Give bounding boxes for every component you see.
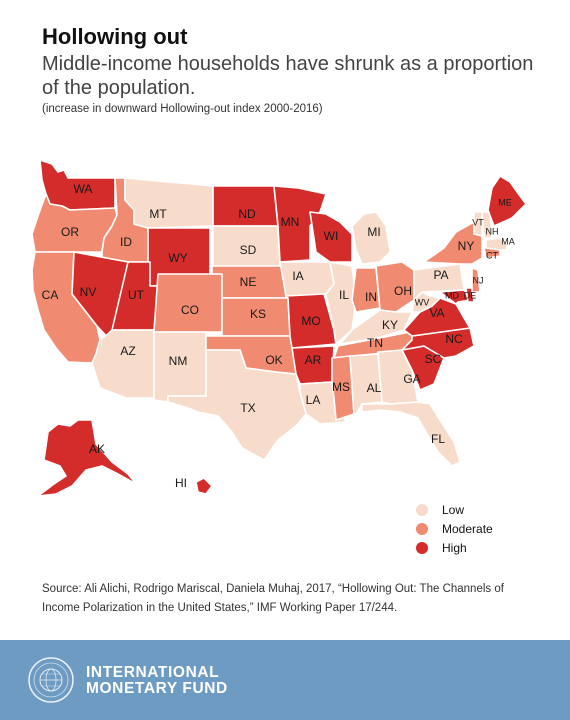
state-mo <box>285 293 337 349</box>
state-hi <box>195 477 213 495</box>
state-label-wy: WY <box>168 251 187 265</box>
state-label-nj: NJ <box>473 275 484 285</box>
state-label-wa: WA <box>74 182 93 196</box>
state-label-ut: UT <box>128 288 145 302</box>
state-label-ky: KY <box>382 318 398 332</box>
state-tx <box>167 349 307 461</box>
org-name: INTERNATIONAL MONETARY FUND <box>86 665 228 697</box>
legend-swatch-moderate <box>416 522 428 535</box>
state-label-va: VA <box>429 306 444 320</box>
state-label-fl: FL <box>431 432 445 446</box>
state-label-wi: WI <box>324 229 339 243</box>
legend-label-low: Low <box>442 502 465 517</box>
state-label-mt: MT <box>149 207 167 221</box>
source-note: Source: Ali Alichi, Rodrigo Mariscal, Da… <box>42 583 504 614</box>
state-me <box>487 175 527 227</box>
state-label-tn: TN <box>367 336 383 350</box>
state-label-hi: HI <box>175 476 187 490</box>
state-label-nc: NC <box>445 332 463 346</box>
state-label-pa: PA <box>433 268 448 282</box>
state-label-in: IN <box>365 290 377 304</box>
state-label-md: MD <box>445 290 459 300</box>
state-label-id: ID <box>120 235 132 249</box>
state-mi <box>351 211 391 265</box>
state-label-ok: OK <box>265 353 282 367</box>
state-label-la: LA <box>306 393 321 407</box>
state-label-mn: MN <box>281 215 300 229</box>
state-label-sd: SD <box>240 243 257 257</box>
legend-label-moderate: Moderate <box>442 521 493 536</box>
legend-swatch-low <box>416 503 428 516</box>
state-label-ny: NY <box>458 239 475 253</box>
legend-label-high: High <box>442 540 467 555</box>
state-label-nd: ND <box>238 207 256 221</box>
state-label-il: IL <box>339 288 349 302</box>
state-label-ar: AR <box>305 353 322 367</box>
state-label-al: AL <box>367 381 382 395</box>
state-az <box>91 329 155 399</box>
state-label-ne: NE <box>240 275 257 289</box>
map-legend: Low Moderate High <box>416 500 493 557</box>
page-title: Hollowing out <box>42 24 188 49</box>
state-label-nh: NH <box>486 226 499 236</box>
state-label-ms: MS <box>332 380 350 394</box>
footer-banner: INTERNATIONAL MONETARY FUND <box>0 640 570 720</box>
state-label-nv: NV <box>80 285 97 299</box>
state-label-wv: WV <box>415 297 430 307</box>
state-label-ct: CT <box>486 250 498 260</box>
legend-item-moderate: Moderate <box>416 519 493 538</box>
org-name-line-1: INTERNATIONAL <box>86 664 220 681</box>
state-label-de: DE <box>464 290 477 300</box>
state-in <box>351 267 381 313</box>
state-label-ia: IA <box>292 269 303 283</box>
state-nj <box>471 267 481 293</box>
legend-item-low: Low <box>416 500 493 519</box>
state-label-ca: CA <box>42 288 59 302</box>
state-label-co: CO <box>181 303 199 317</box>
us-states-map: WA OR CA ID NV MT WY UT AZ CO NM ND SD NE KS OK TX MN IA MO… <box>31 159 527 497</box>
state-label-ga: GA <box>403 372 420 386</box>
state-ky <box>339 309 413 345</box>
state-label-ak: AK <box>89 442 105 456</box>
state-label-mo: MO <box>301 314 320 328</box>
state-ma <box>485 237 509 251</box>
state-mn <box>273 185 327 263</box>
index-note: (increase in downward Hollowing-out inde… <box>42 103 323 115</box>
state-mt <box>124 177 214 229</box>
state-label-oh: OH <box>394 284 412 298</box>
state-label-or: OR <box>61 225 79 239</box>
state-md <box>439 289 471 305</box>
state-ia <box>279 261 335 297</box>
state-label-nm: NM <box>169 354 188 368</box>
legend-item-high: High <box>416 538 493 557</box>
org-name-line-2: MONETARY FUND <box>86 680 228 697</box>
state-label-vt: VT <box>472 217 484 227</box>
state-label-sc: SC <box>425 352 442 366</box>
state-label-ks: KS <box>250 307 266 321</box>
page-subtitle: Middle-income households have shrunk as … <box>42 53 534 99</box>
state-label-tx: TX <box>240 401 255 415</box>
state-label-mi: MI <box>367 225 380 239</box>
state-fl <box>361 401 461 467</box>
state-label-ma: MA <box>501 236 515 246</box>
state-label-az: AZ <box>120 344 135 358</box>
state-label-me: ME <box>498 197 512 207</box>
state-vt <box>473 211 483 237</box>
state-ak <box>37 419 137 497</box>
state-il <box>325 261 357 345</box>
state-nh <box>481 211 493 239</box>
imf-seal-icon <box>28 657 74 703</box>
legend-swatch-high <box>416 541 428 554</box>
state-wi <box>309 211 353 263</box>
